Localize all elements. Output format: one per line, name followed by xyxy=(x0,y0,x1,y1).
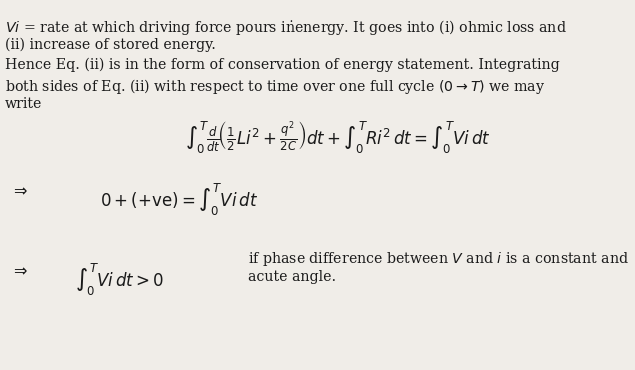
Text: both sides of Eq. (ii) with respect to time over one full cycle $(0 \rightarrow : both sides of Eq. (ii) with respect to t… xyxy=(5,77,545,96)
Text: $\int_0^T \frac{d}{dt}\!\left(\frac{1}{2}Li^2 + \frac{q^2}{2C}\right)dt + \int_0: $\int_0^T \frac{d}{dt}\!\left(\frac{1}{2… xyxy=(185,120,491,156)
Text: $\Rightarrow$: $\Rightarrow$ xyxy=(10,262,28,279)
Text: $Vi$ = rate at which driving force pours iṅenergy. It goes into (i) ohmic loss : $Vi$ = rate at which driving force pours… xyxy=(5,18,567,37)
Text: acute angle.: acute angle. xyxy=(248,270,336,284)
Text: $0 + (+\mathrm{ve}) = \int_0^T Vi\,dt$: $0 + (+\mathrm{ve}) = \int_0^T Vi\,dt$ xyxy=(100,182,258,218)
Text: Hence Eq. (ii) is in the form of conservation of energy statement. Integrating: Hence Eq. (ii) is in the form of conserv… xyxy=(5,58,559,73)
Text: if phase difference between $V$ and $i$ is a constant and: if phase difference between $V$ and $i$ … xyxy=(248,250,629,268)
Text: $\Rightarrow$: $\Rightarrow$ xyxy=(10,182,28,199)
Text: $\int_0^T Vi\,dt > 0$: $\int_0^T Vi\,dt > 0$ xyxy=(75,262,164,298)
Text: write: write xyxy=(5,97,43,111)
Text: (ii) increase of stored energy.: (ii) increase of stored energy. xyxy=(5,38,216,53)
